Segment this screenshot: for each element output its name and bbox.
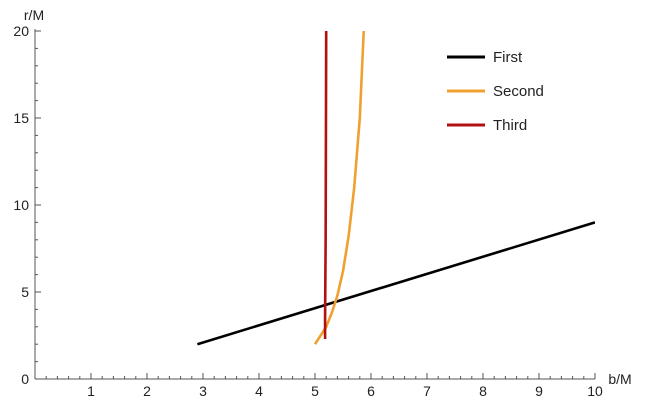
y-tick-label: 10 (13, 197, 29, 213)
legend-label-third: Third (493, 117, 527, 134)
series-line-first (197, 221, 595, 346)
x-tick-label: 1 (87, 383, 95, 399)
y-tick-label: 5 (21, 284, 29, 300)
axes: 1 2 3 4 5 6 7 8 9 10 0 5 10 15 20 b/M r/M (13, 7, 631, 399)
y-tick-label: 20 (13, 23, 29, 39)
series-line-second (313, 31, 366, 345)
series-group (197, 31, 595, 346)
x-tick-label: 2 (143, 383, 151, 399)
y-tick-label: 15 (13, 110, 29, 126)
x-tick-label: 7 (423, 383, 431, 399)
x-tick-label: 9 (535, 383, 543, 399)
x-tick-label: 8 (479, 383, 487, 399)
x-tick-label: 5 (311, 383, 319, 399)
legend-label-first: First (493, 49, 523, 66)
y-tick-label: 0 (21, 371, 29, 387)
legend-label-second: Second (493, 83, 544, 100)
x-tick-label: 6 (367, 383, 375, 399)
x-tick-label: 3 (199, 383, 207, 399)
legend: First Second Third (447, 49, 544, 134)
x-tick-label: 10 (587, 383, 603, 399)
x-axis-label: b/M (608, 371, 631, 387)
series-line-third (323, 31, 328, 339)
y-axis-label: r/M (24, 7, 44, 23)
x-tick-label: 4 (255, 383, 263, 399)
